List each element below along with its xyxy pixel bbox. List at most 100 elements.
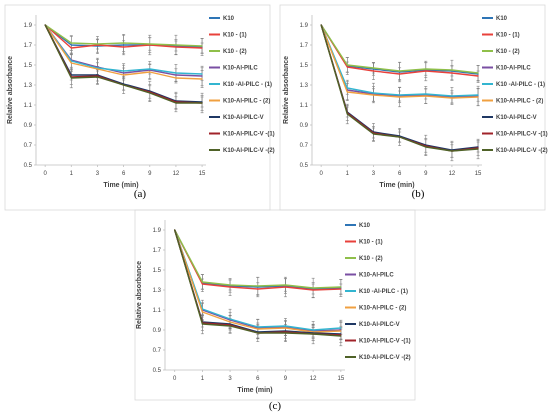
data-point [284,286,287,288]
data-point [123,42,125,44]
y-tick-label: 1.7 [300,43,309,49]
data-point [346,87,348,89]
data-point [257,328,259,330]
y-tick-label: 1.5 [153,268,162,274]
y-tick-label: 1.5 [24,63,33,69]
data-point [123,84,125,86]
x-tick-label: 15 [475,171,482,177]
data-point [399,70,401,72]
legend-entry: K10-Al-PILC-V [223,115,264,121]
x-tick-label: 1 [346,171,350,177]
data-point [477,96,479,98]
y-axis-title: Relative absorbance [7,56,14,124]
y-tick-label: 1.7 [24,43,33,49]
x-tick-label: 12 [310,376,317,382]
data-point [123,70,125,72]
x-tick-label: 3 [372,171,376,177]
data-point [149,43,151,45]
data-point [175,77,177,79]
data-point [477,147,479,149]
y-tick-label: 1.3 [300,83,309,89]
legend-entry: K10 - (2) [359,256,383,262]
data-point [346,91,348,93]
panel-label: (a) [134,188,147,200]
data-point [340,327,342,329]
data-point [451,150,453,152]
data-point [477,75,479,77]
data-point [284,327,287,329]
legend-entry: K10-Al-PILC [359,273,394,279]
legend-entry: K10-Al-PILC-V -(1) [496,132,548,138]
x-tick-label: 9 [424,171,428,177]
data-point [229,318,231,320]
x-tick-label: 15 [338,376,345,382]
data-point [340,329,342,331]
x-tick-label: 1 [70,171,74,177]
data-point [70,47,72,49]
legend-entry: K10 [359,223,371,229]
y-tick-label: 0.7 [24,143,33,149]
data-point [229,286,231,288]
data-point [123,44,125,46]
data-point [425,146,427,148]
data-point [257,332,259,334]
data-point [70,42,72,44]
data-point [257,288,259,290]
legend-entry: K10 - (2) [496,49,520,55]
data-point [477,72,479,74]
legend-entry: K10 -Al-PILC - (1) [359,289,408,295]
x-tick-label: 3 [96,171,100,177]
data-point [257,286,259,288]
data-point [312,329,314,331]
legend-entry: K10 - (1) [496,33,520,39]
data-point [372,70,375,72]
data-point [257,285,259,287]
data-point [340,330,342,332]
data-point [284,325,287,327]
legend-entry: K10 [496,16,508,22]
data-point [477,148,479,150]
x-axis-title: Time (min) [103,182,138,189]
y-tick-label: 1.1 [300,103,309,109]
legend-entry: K10-Al-PILC-V -(1) [359,339,411,345]
data-point [96,74,99,76]
panel-label: (c) [269,400,282,412]
x-tick-label: 15 [199,171,206,177]
legend-entry: K10-Al-PILC - (2) [223,99,270,105]
data-point [70,44,72,46]
y-tick-label: 0.9 [153,328,162,334]
legend-entry: K10-Al-PILC - (2) [496,99,543,105]
data-point [44,24,46,26]
data-point [229,325,231,327]
data-point [477,94,479,96]
data-point [372,94,375,96]
chart-panel-3: 0.5 0.7 0.9 1.1 1.3 1.5 1.7 1.9 0 1 3 6 9 12 15 Time (m… [134,209,416,412]
data-point [451,72,453,74]
data-point [175,44,177,46]
legend-entry: K10-Al-PILC-V [359,322,400,328]
data-point [149,68,151,70]
y-tick-label: 0.5 [24,163,33,169]
data-point [399,136,401,138]
y-tick-label: 1.9 [300,23,309,29]
legend-entry: K10 -Al-PILC - (1) [223,82,272,88]
data-point [372,133,375,135]
legend-entry: K10 -Al-PILC - (1) [496,82,545,88]
legend-entry: K10-Al-PILC [496,66,531,72]
data-point [175,46,177,48]
data-point [477,73,479,75]
legend-entry: K10-Al-PILC-V [496,115,537,121]
y-tick-label: 1.7 [153,248,162,254]
data-point [70,62,72,64]
data-point [451,69,453,71]
data-point [96,75,99,77]
y-tick-label: 1.9 [24,23,33,29]
x-tick-label: 3 [228,376,232,382]
x-tick-label: 0 [319,171,323,177]
legend-entry: K10-Al-PILC - (2) [359,306,406,312]
data-point [346,66,348,68]
data-point [399,94,401,96]
data-point [425,95,427,97]
y-tick-label: 1.3 [24,83,33,89]
